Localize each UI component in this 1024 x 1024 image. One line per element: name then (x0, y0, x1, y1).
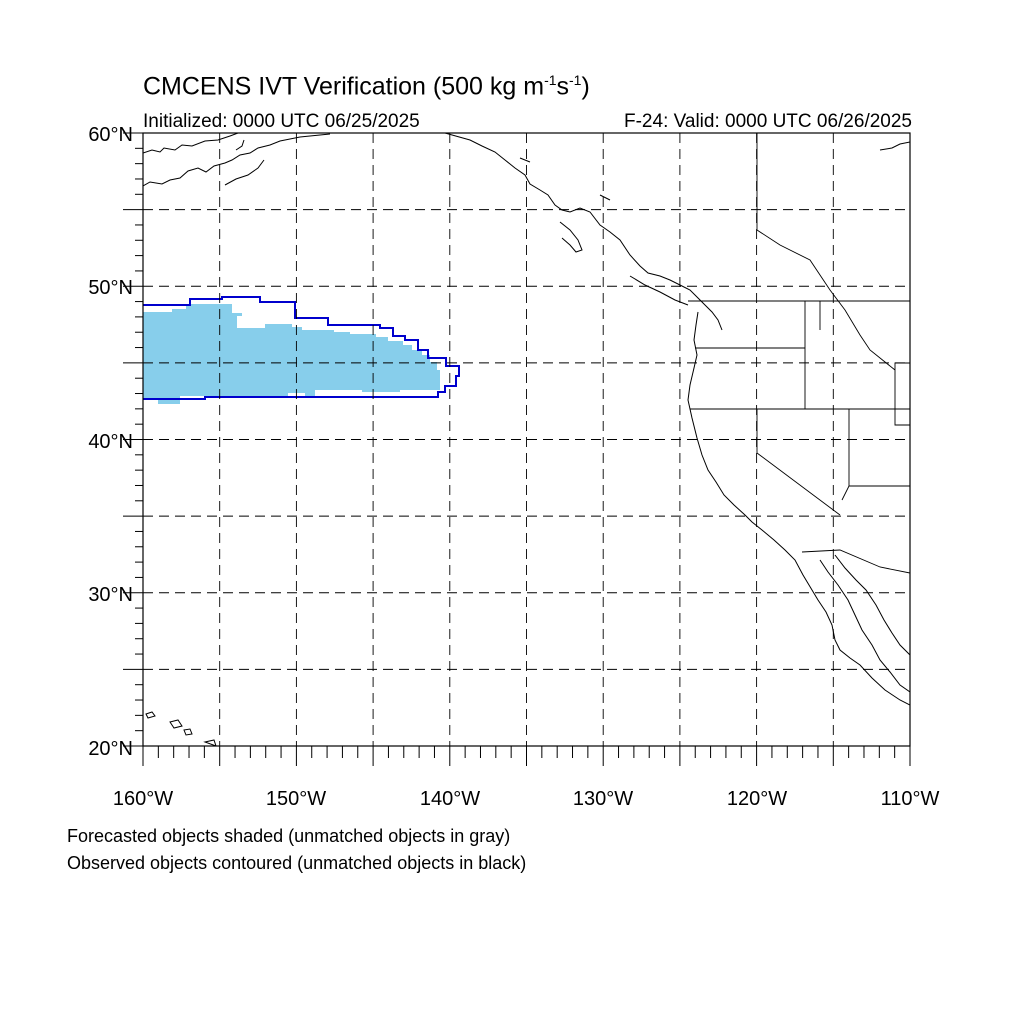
footer-observed-note: Observed objects contoured (unmatched ob… (67, 853, 527, 873)
forecast-object-shaded (143, 304, 440, 404)
initialized-time: Initialized: 0000 UTC 06/25/2025 (143, 111, 420, 132)
map-title: CMCENS IVT Verification (500 kg m-1s-1) (143, 72, 590, 101)
footer-forecast-note: Forecasted objects shaded (unmatched obj… (67, 826, 511, 846)
lat-label-40n: 40°N (88, 431, 133, 453)
political-borders (688, 133, 910, 574)
lon-label-130w: 130°W (573, 788, 633, 810)
lon-label-140w: 140°W (420, 788, 480, 810)
lat-label-60n: 60°N (88, 124, 133, 146)
lat-label-30n: 30°N (88, 584, 133, 606)
lat-label-20n: 20°N (88, 738, 133, 760)
lat-label-50n: 50°N (88, 277, 133, 299)
lon-label-110w: 110°W (881, 788, 940, 810)
lon-label-120w: 120°W (727, 788, 787, 810)
west-coast-coastline (687, 311, 910, 706)
bc-coastline (444, 133, 723, 331)
alaska-coastline (143, 133, 910, 187)
observed-object-contour (143, 296, 460, 400)
lon-label-160w: 160°W (113, 788, 173, 810)
valid-time: F-24: Valid: 0000 UTC 06/26/2025 (624, 111, 912, 132)
lon-label-150w: 150°W (266, 788, 326, 810)
hawaii-islands (145, 711, 217, 746)
